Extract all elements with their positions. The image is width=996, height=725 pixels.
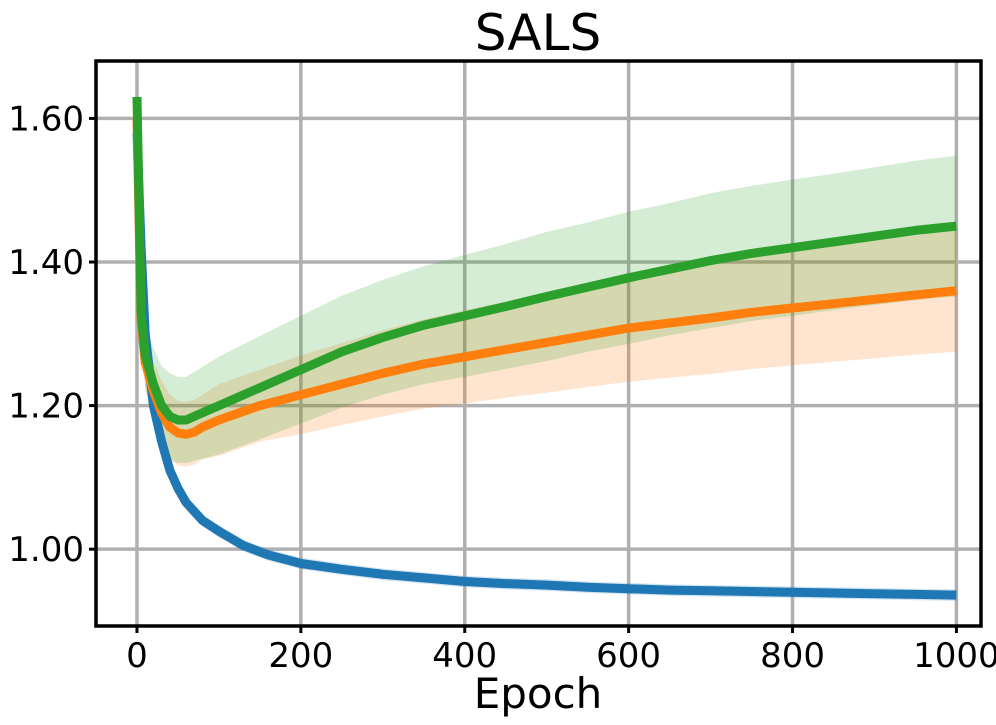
series-0-line [132,132,957,600]
x-tick-label-4: 800 [760,636,825,676]
series-2-line [132,96,957,425]
series-lines [132,96,957,600]
y-tick-label-0: 1.00 [8,530,84,570]
x-tick-label-0: 0 [126,636,148,676]
series-1-band [137,104,957,467]
x-tick-label-2: 400 [432,636,497,676]
chart-title: SALS [475,4,601,62]
x-axis-ticks: 0 200 400 600 800 1000 [126,626,996,676]
y-tick-label-1: 1.20 [8,387,84,427]
x-tick-label-3: 600 [596,636,661,676]
plot-frame [94,59,983,628]
x-tick-label-1: 200 [268,636,333,676]
y-tick-label-2: 1.40 [8,243,84,283]
series-1-line [132,118,957,439]
x-tick-label-5: 1000 [913,636,996,676]
y-tick-label-3: 1.60 [8,99,84,139]
x-axis-label: Epoch [474,669,603,718]
y-axis-ticks: 1.00 1.20 1.40 1.60 [8,99,96,570]
series-2-band [137,82,957,463]
confidence-bands [137,82,957,601]
